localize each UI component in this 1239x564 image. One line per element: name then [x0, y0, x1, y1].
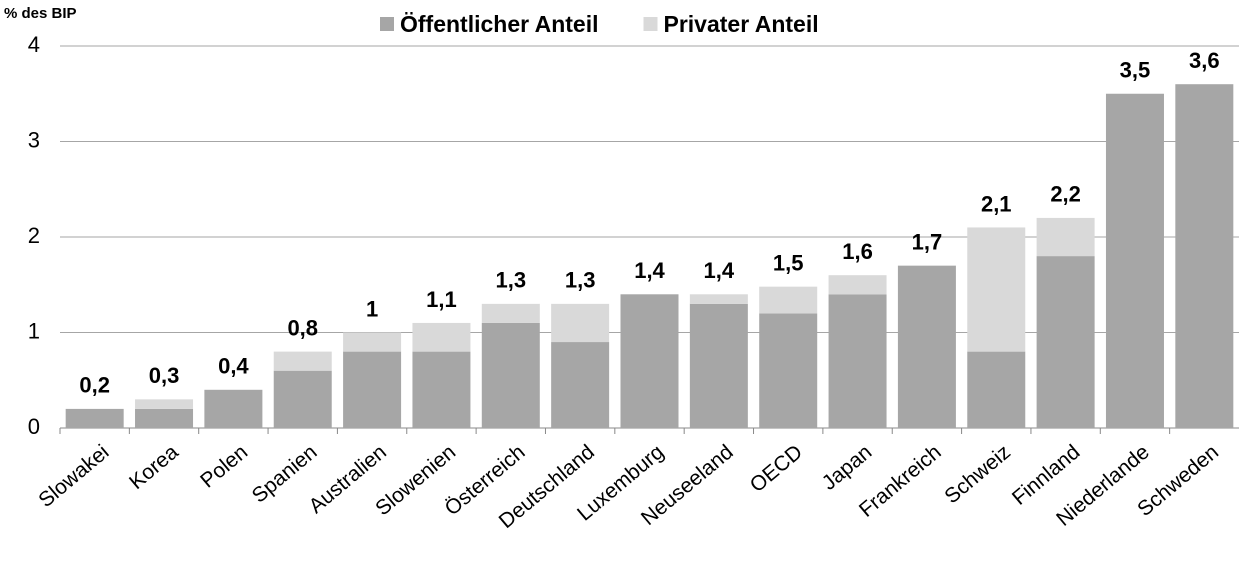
bar-segment	[689, 303, 748, 428]
x-tick-label: Schweiz	[940, 440, 1015, 508]
legend-swatch	[380, 17, 394, 31]
y-tick-label: 2	[28, 223, 40, 248]
bar-segment	[481, 303, 540, 323]
total-label: 1	[366, 296, 378, 321]
bar-segment	[689, 294, 748, 304]
total-label: 1,4	[704, 258, 735, 283]
total-label: 0,3	[149, 363, 180, 388]
bar-segment	[204, 389, 263, 428]
total-label: 0,4	[218, 354, 249, 379]
total-label: 1,5	[773, 250, 804, 275]
x-tick-label: Slowakei	[34, 440, 113, 512]
bar-segment	[759, 313, 818, 428]
bar-segment	[65, 408, 124, 428]
bar-segment	[620, 294, 679, 428]
total-label: 1,6	[842, 239, 873, 264]
bar-segment	[551, 303, 610, 343]
bar-segment	[967, 227, 1026, 352]
bar-segment	[135, 408, 194, 428]
y-tick-label: 1	[28, 318, 40, 343]
legend-label: Öffentlicher Anteil	[400, 11, 599, 37]
x-tick-label: Japan	[818, 440, 877, 494]
legend-label: Privater Anteil	[664, 11, 819, 37]
total-label: 1,3	[495, 268, 526, 293]
total-label: 0,8	[287, 315, 318, 340]
bar-segment	[967, 351, 1026, 428]
bar-segment	[135, 399, 194, 409]
bar-segment	[273, 351, 332, 371]
total-label: 1,7	[912, 229, 943, 254]
total-label: 1,3	[565, 268, 596, 293]
bar-segment	[828, 294, 887, 428]
bar-segment	[759, 286, 818, 314]
total-label: 3,6	[1189, 48, 1220, 73]
bar-segment	[1036, 217, 1095, 257]
bar-segment	[1175, 84, 1234, 428]
total-label: 2,1	[981, 191, 1012, 216]
bar-segment	[828, 275, 887, 295]
y-tick-label: 0	[28, 414, 40, 439]
bar-segment	[1036, 256, 1095, 428]
bar-segment	[897, 265, 956, 428]
bar-segment	[343, 332, 402, 352]
bar-segment	[343, 351, 402, 428]
total-label: 1,1	[426, 287, 457, 312]
x-tick-label: OECD	[746, 440, 807, 497]
total-label: 2,2	[1050, 182, 1081, 207]
y-tick-label: 4	[28, 32, 40, 57]
bar-segment	[481, 322, 540, 428]
total-label: 3,5	[1120, 58, 1151, 83]
y-axis-label: % des BIP	[4, 5, 77, 22]
legend-background	[340, 6, 920, 44]
x-tick-label: Polen	[196, 440, 252, 492]
bar-segment	[273, 370, 332, 428]
y-tick-label: 3	[28, 127, 40, 152]
bar-segment	[1105, 93, 1164, 428]
total-label: 1,4	[634, 258, 665, 283]
legend-swatch	[643, 17, 658, 31]
bar-segment	[551, 342, 610, 428]
total-label: 0,2	[79, 373, 110, 398]
x-tick-label: Korea	[125, 440, 183, 494]
bar-segment	[412, 351, 471, 428]
bar-segment	[412, 322, 471, 352]
